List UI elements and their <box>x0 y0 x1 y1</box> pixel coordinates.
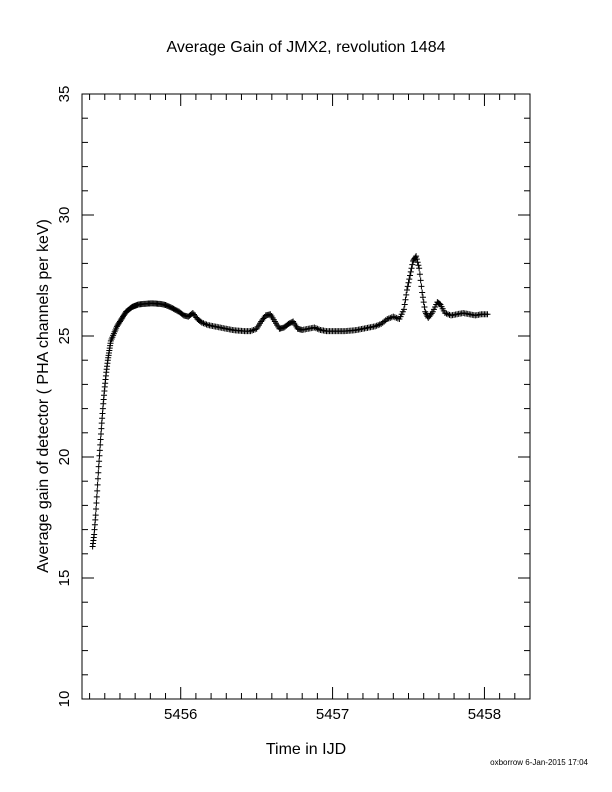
data-point <box>409 261 416 268</box>
x-tick-label: 5458 <box>468 706 501 723</box>
data-point <box>416 271 423 278</box>
data-point <box>93 493 100 500</box>
data-point <box>314 325 321 332</box>
data-point <box>97 431 104 438</box>
data-point <box>404 283 411 290</box>
y-axis-label: Average gain of detector ( PHA channels … <box>35 219 52 573</box>
data-point <box>94 481 101 488</box>
data-point <box>393 314 400 321</box>
data-point <box>400 306 407 313</box>
data-point <box>401 301 408 308</box>
axis-ticks <box>82 93 531 700</box>
data-point <box>415 262 422 269</box>
data-point <box>414 259 421 266</box>
y-tick-label: 25 <box>56 328 73 345</box>
data-point <box>413 256 420 263</box>
data-point <box>92 512 99 519</box>
data-point <box>406 276 413 283</box>
footer-credit: oxborrow 6-Jan-2015 17:04 <box>490 758 588 767</box>
axis-tick-labels: 10 15 20 25 30 35 5456 5457 5458 <box>56 86 501 723</box>
data-point <box>97 436 104 443</box>
data-point <box>98 425 105 432</box>
chart-title: Average Gain of JMX2, revolution 1484 <box>167 39 446 56</box>
data-point <box>96 452 103 459</box>
data-point <box>407 268 414 275</box>
y-tick-label: 20 <box>56 449 73 466</box>
data-point <box>484 311 491 318</box>
data-point <box>444 311 451 318</box>
data-point <box>408 265 415 272</box>
data-point <box>95 463 102 470</box>
data-point <box>403 291 410 298</box>
data-point <box>93 506 100 513</box>
data-point <box>402 296 409 303</box>
x-tick-label: 5456 <box>164 706 197 723</box>
y-tick-label: 10 <box>56 691 73 708</box>
data-point <box>96 458 103 465</box>
data-point <box>93 499 100 506</box>
x-axis-label: Time in IJD <box>266 741 346 758</box>
y-tick-label: 30 <box>56 207 73 224</box>
x-tick-label: 5457 <box>316 706 349 723</box>
data-point <box>413 253 420 260</box>
data-point <box>420 299 427 306</box>
data-point <box>416 265 423 272</box>
y-tick-label: 15 <box>56 570 73 587</box>
data-point <box>418 283 425 290</box>
data-point <box>403 287 410 294</box>
data-point <box>97 441 104 448</box>
data-point <box>419 294 426 301</box>
data-point <box>405 279 412 286</box>
y-tick-label: 35 <box>56 86 73 103</box>
data-points <box>89 253 491 550</box>
data-point <box>95 469 102 476</box>
data-point <box>94 475 101 482</box>
plot-area-frame <box>81 93 531 700</box>
data-point <box>250 326 257 333</box>
data-point <box>435 300 442 307</box>
data-point <box>417 277 424 284</box>
data-point <box>419 289 426 296</box>
data-point <box>421 303 428 310</box>
data-point <box>96 447 103 454</box>
data-point <box>407 272 414 279</box>
data-point <box>94 487 101 494</box>
